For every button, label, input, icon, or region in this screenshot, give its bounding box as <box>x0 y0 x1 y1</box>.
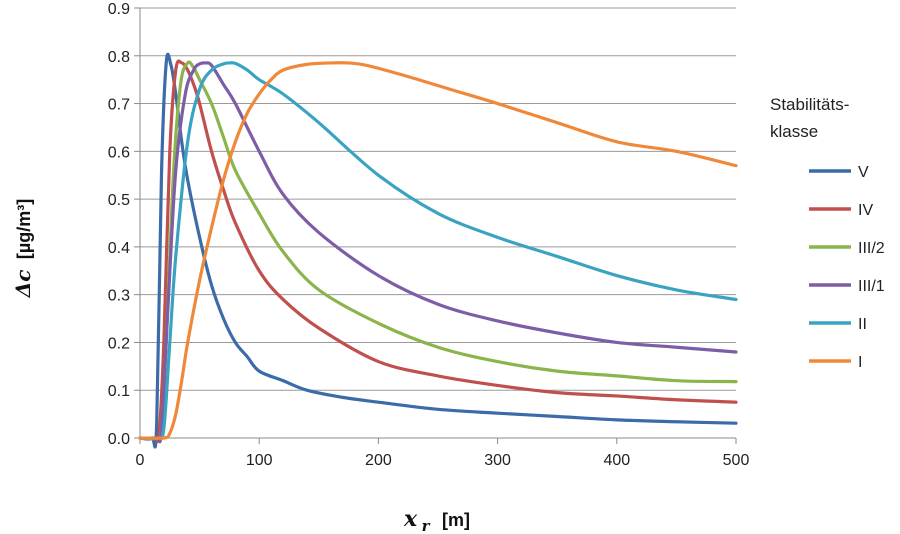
x-axis-subscript: r <box>422 517 431 534</box>
y-tick-label-0: 0.0 <box>108 431 130 448</box>
legend-label-iii-1: III/1 <box>858 278 885 295</box>
x-axis-symbol: x <box>403 506 418 532</box>
x-axis-title: x r [m] <box>403 506 470 534</box>
series-line-v <box>138 52 738 449</box>
series-line-i <box>138 61 738 440</box>
series-line-iii-2 <box>138 60 738 441</box>
y-axis-unit: [µg/m³] <box>14 199 34 259</box>
grid-lines <box>140 7 736 391</box>
legend-label-iv: IV <box>858 202 873 219</box>
y-tick-label-1: 0.1 <box>108 383 130 400</box>
svg-text:x r [m]: x r [m] <box>403 506 470 534</box>
series-line-ii <box>138 61 738 441</box>
y-axis-title: Δc [µg/m³] <box>11 199 35 299</box>
y-axis-symbol: Δc <box>11 270 35 299</box>
x-tick-label-5: 500 <box>723 452 750 469</box>
legend-label-iii-2: III/2 <box>858 240 885 257</box>
y-tick-label-8: 0.8 <box>108 49 130 66</box>
y-tick-label-2: 0.2 <box>108 335 130 352</box>
y-tick-label-7: 0.7 <box>108 97 130 114</box>
series-line-iii-1 <box>138 61 738 444</box>
x-tick-label-3: 300 <box>484 452 511 469</box>
series-lines <box>138 52 738 449</box>
legend-title-line2: klasse <box>770 122 818 141</box>
x-tick-label-0: 0 <box>136 452 145 469</box>
legend-label-i: I <box>858 354 862 371</box>
series-line-iv <box>138 59 738 444</box>
y-tick-label-6: 0.6 <box>108 144 130 161</box>
y-tick-label-9: 0.9 <box>108 1 130 18</box>
legend-label-ii: II <box>858 316 867 333</box>
x-tick-label-2: 200 <box>365 452 392 469</box>
x-axis-unit: [m] <box>442 510 470 530</box>
legend-title-line1: Stabilitäts- <box>770 95 849 114</box>
svg-text:Δc [µg/m³]: Δc [µg/m³] <box>11 199 35 299</box>
x-tick-label-4: 400 <box>603 452 630 469</box>
y-tick-label-4: 0.4 <box>108 240 130 257</box>
y-tick-label-5: 0.5 <box>108 192 130 209</box>
y-tick-labels: 0.0 0.1 0.2 0.3 0.4 0.5 0.6 0.7 0.8 0.9 <box>108 1 130 448</box>
legend-label-v: V <box>858 164 869 181</box>
y-tick-label-3: 0.3 <box>108 288 130 305</box>
x-tick-label-1: 100 <box>246 452 273 469</box>
x-tick-labels: 0 100 200 300 400 500 <box>136 452 750 469</box>
